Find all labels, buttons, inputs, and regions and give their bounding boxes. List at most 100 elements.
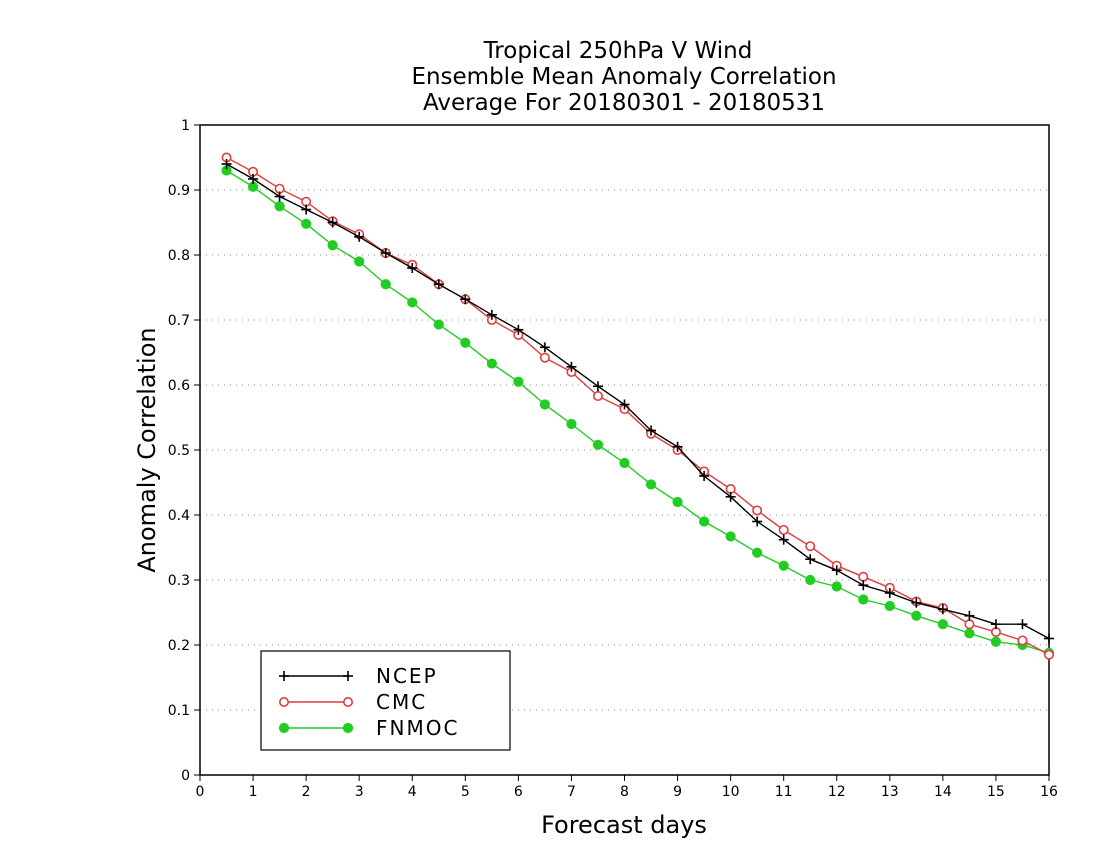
- data-point-ncep: [486, 309, 497, 320]
- x-tick-label: 15: [987, 784, 1005, 800]
- data-point-ncep: [513, 324, 524, 335]
- series-line-fnmoc: [226, 169, 1050, 654]
- data-point-ncep: [327, 217, 338, 228]
- data-point-ncep: [672, 441, 683, 452]
- data-point-fnmoc: [858, 594, 869, 605]
- title-line-1: Tropical 250hPa V Wind: [483, 38, 753, 64]
- legend-marker: [342, 722, 354, 734]
- data-point-fnmoc: [327, 240, 338, 251]
- grid-lines: [200, 189, 1049, 711]
- x-axis-label: Forecast days: [541, 811, 707, 839]
- data-point-fnmoc: [778, 560, 789, 571]
- x-tick-label: 1: [249, 784, 258, 800]
- data-point-ncep: [619, 399, 630, 410]
- x-tick-label: 2: [302, 784, 311, 800]
- data-point-fnmoc: [937, 619, 948, 630]
- y-tick-label: 0.1: [168, 703, 190, 719]
- data-point-fnmoc: [486, 358, 497, 369]
- y-axis-label: Anomaly Correlation: [133, 327, 161, 572]
- data-point-fnmoc: [380, 279, 391, 290]
- series-fnmoc: [221, 165, 1055, 658]
- x-tick-label: 16: [1040, 784, 1058, 800]
- data-point-fnmoc: [805, 574, 816, 586]
- x-tick-label: 12: [828, 784, 846, 800]
- data-point-ncep: [911, 597, 922, 608]
- series-layer: [221, 152, 1055, 660]
- x-tick-label: 11: [775, 784, 793, 800]
- data-point-ncep: [990, 619, 1001, 630]
- data-point-ncep: [699, 471, 710, 481]
- chart-title: Tropical 250hPa V Wind Ensemble Mean Ano…: [411, 38, 836, 116]
- data-point-ncep: [1044, 633, 1054, 644]
- legend-marker: [279, 671, 289, 681]
- legend-marker: [278, 722, 290, 734]
- data-point-fnmoc: [407, 297, 418, 308]
- data-point-cmc: [592, 391, 603, 402]
- data-point-ncep: [407, 263, 418, 273]
- data-point-fnmoc: [354, 256, 365, 267]
- data-point-cmc: [964, 619, 975, 630]
- legend-marker: [278, 696, 289, 707]
- data-point-fnmoc: [911, 610, 922, 621]
- x-tick-label: 14: [934, 784, 952, 800]
- x-tick-label: 5: [461, 784, 470, 800]
- data-point-ncep: [592, 381, 603, 392]
- data-point-fnmoc: [698, 516, 710, 527]
- legend-item-fnmoc: FNMOC: [278, 716, 457, 740]
- data-point-fnmoc: [566, 418, 577, 430]
- data-point-cmc: [1017, 635, 1028, 646]
- data-point-fnmoc: [301, 218, 312, 229]
- data-point-cmc: [539, 352, 550, 363]
- data-point-ncep: [248, 173, 259, 184]
- legend-box: [260, 650, 511, 751]
- data-point-ncep: [858, 580, 869, 591]
- x-tick-label: 9: [673, 784, 682, 800]
- data-point-cmc: [805, 541, 816, 552]
- y-tick-label: 1: [181, 118, 190, 134]
- data-point-ncep: [566, 361, 577, 372]
- data-point-fnmoc: [990, 636, 1002, 647]
- data-point-fnmoc: [884, 600, 895, 612]
- x-tick-label: 13: [881, 784, 899, 800]
- data-point-ncep: [778, 534, 789, 545]
- data-point-fnmoc: [619, 457, 630, 469]
- data-point-fnmoc: [460, 337, 471, 348]
- data-point-ncep: [301, 204, 312, 215]
- data-point-ncep: [354, 231, 365, 242]
- data-point-fnmoc: [433, 319, 444, 330]
- data-point-fnmoc: [752, 547, 763, 558]
- data-point-fnmoc: [592, 439, 604, 450]
- y-tick-label: 0.8: [168, 248, 190, 264]
- data-point-ncep: [805, 554, 816, 565]
- legend-label-cmc: CMC: [376, 690, 427, 714]
- y-tick-label: 0.9: [168, 183, 190, 199]
- data-point-ncep: [433, 279, 444, 290]
- x-tick-label: 6: [514, 784, 523, 800]
- series-ncep: [221, 159, 1054, 644]
- data-point-ncep: [937, 604, 948, 615]
- data-point-cmc: [752, 505, 763, 516]
- y-tick-label: 0.6: [168, 378, 190, 394]
- data-point-fnmoc: [274, 201, 285, 212]
- data-point-fnmoc: [539, 399, 551, 410]
- data-point-fnmoc: [964, 628, 975, 639]
- data-point-fnmoc: [513, 376, 524, 387]
- x-tick-label: 0: [196, 784, 205, 800]
- data-point-cmc: [858, 571, 869, 582]
- title-line-3: Average For 20180301 - 20180531: [423, 90, 825, 116]
- x-tick-label: 7: [567, 784, 576, 800]
- legend-item-cmc: CMC: [278, 690, 427, 714]
- data-point-fnmoc: [725, 531, 736, 542]
- series-cmc: [221, 152, 1055, 660]
- data-point-ncep: [1017, 619, 1028, 630]
- data-point-ncep: [539, 342, 550, 353]
- y-tick-label: 0.2: [168, 638, 190, 654]
- data-point-ncep: [221, 159, 232, 169]
- data-point-ncep: [460, 294, 471, 305]
- x-tick-label: 10: [722, 784, 740, 800]
- data-point-ncep: [831, 565, 842, 576]
- y-tick-label: 0.5: [168, 443, 190, 459]
- data-point-cmc: [778, 524, 789, 535]
